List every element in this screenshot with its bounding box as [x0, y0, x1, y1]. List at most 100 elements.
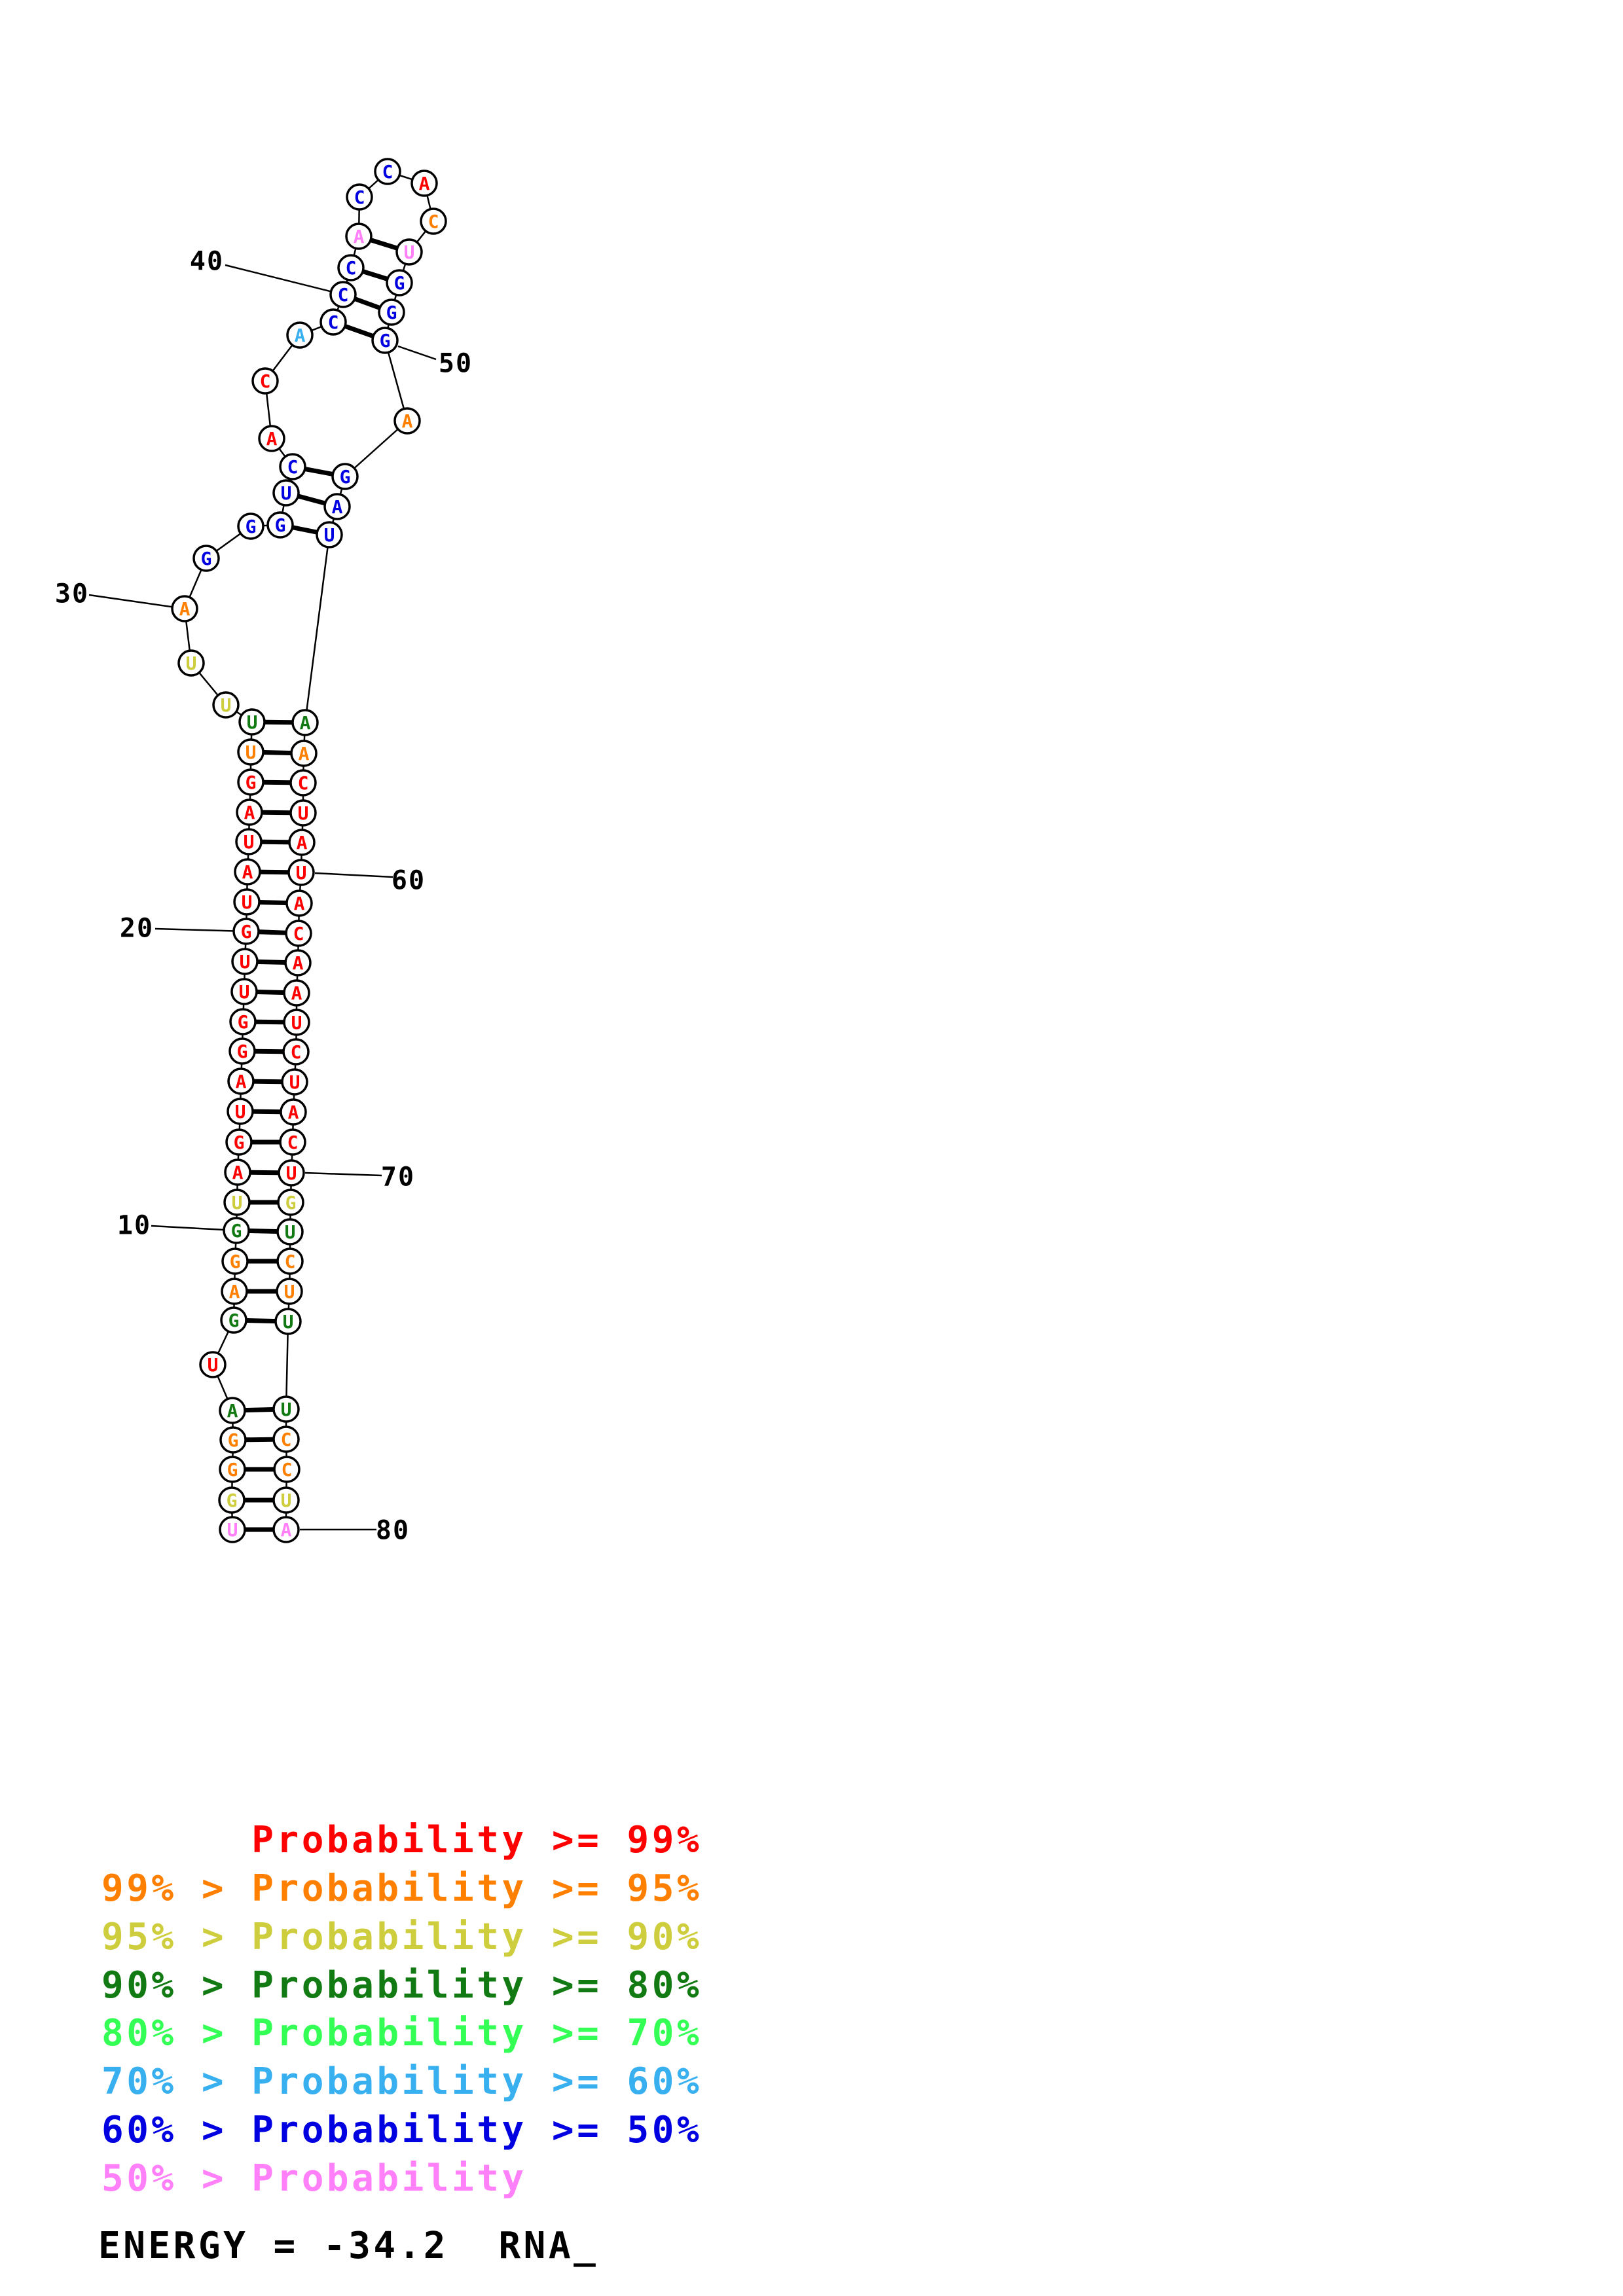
nucleotide-circle	[233, 888, 261, 916]
nucleotide-circle	[287, 859, 315, 886]
nucleotide-letter: U	[291, 1012, 302, 1033]
nucleotide-circle	[291, 709, 319, 736]
nucleotide-circle	[228, 1037, 256, 1065]
legend-row-70to80: 80% > Probability >= 70%	[101, 2012, 702, 2054]
label-leader-line	[151, 1225, 237, 1232]
nucleotide-circle	[284, 949, 312, 977]
nucleotide-letter: U	[186, 653, 197, 674]
nucleotide-circle	[410, 170, 438, 197]
nucleotide-letter: A	[291, 982, 302, 1004]
nucleotide-letter: G	[228, 1429, 239, 1451]
legend-row-50to60: 60% > Probability >= 50%	[101, 2109, 702, 2151]
nucleotide-circle	[272, 1426, 300, 1453]
nucleotide-circle	[289, 799, 317, 827]
nucleotide-circle	[276, 1247, 304, 1275]
nucleotide-circle	[237, 738, 264, 766]
nucleotide-circle	[371, 327, 399, 354]
nucleotide-circle	[279, 1128, 306, 1156]
nucleotide-circle	[280, 1098, 307, 1126]
legend-row-60to70: 70% > Probability >= 60%	[101, 2060, 702, 2103]
nucleotide-letter: A	[229, 1281, 240, 1302]
nucleotide-circle	[273, 1456, 301, 1483]
nucleotide-letter: G	[241, 921, 252, 942]
nucleotide-circle	[277, 1189, 304, 1216]
nucleotide-letter: A	[244, 802, 255, 823]
nucleotide-letter: C	[287, 1132, 299, 1153]
nucleotide-letter: U	[281, 1399, 292, 1420]
nucleotide-letter: U	[281, 1490, 292, 1511]
nucleotide-letter: G	[230, 1251, 241, 1272]
nucleotide-circle	[227, 1098, 254, 1125]
nucleotide-circle	[283, 1009, 310, 1036]
nucleotide-circle	[231, 948, 259, 975]
nucleotide-letter: U	[246, 742, 257, 763]
backbone-line	[304, 534, 331, 723]
nucleotide-letter: U	[247, 711, 258, 733]
nucleotide-circle	[386, 269, 413, 296]
position-label: 60	[392, 865, 426, 895]
nucleotide-circle	[223, 1189, 251, 1216]
nucleotide-circle	[290, 740, 318, 767]
nucleotide-letter: A	[179, 598, 191, 620]
nucleotide-circle	[236, 798, 263, 826]
nucleotide-circle	[192, 545, 220, 572]
nucleotide-letter: C	[346, 257, 357, 279]
nucleotide-letter: A	[266, 428, 278, 450]
nucleotide-letter: A	[236, 1071, 247, 1092]
nucleotide-circle	[177, 649, 205, 677]
nucleotide-letter: U	[221, 694, 232, 716]
nucleotide-circle	[221, 1247, 249, 1275]
nucleotide-circle	[276, 1218, 304, 1246]
nucleotide-letter: A	[299, 743, 310, 764]
nucleotide-letter: G	[227, 1490, 238, 1511]
nucleotide-letter: C	[282, 1459, 293, 1480]
nucleotide-letter: C	[291, 1041, 302, 1063]
nucleotide-letter: A	[294, 893, 305, 914]
nucleotide-circle	[288, 829, 316, 856]
nucleotide-letter: G	[246, 516, 257, 537]
nucleotide-letter: A	[232, 1162, 244, 1183]
nucleotide-circle	[374, 158, 401, 185]
nucleotide-circle	[316, 521, 343, 548]
legend-row-80to90: 90% > Probability >= 80%	[101, 1964, 702, 2007]
nucleotide-letter: G	[275, 514, 286, 536]
nucleotide-letter: G	[386, 302, 397, 323]
nucleotide-letter: U	[284, 1281, 295, 1302]
nucleotide-circle	[221, 1278, 248, 1305]
nucleotide-circle	[234, 858, 261, 886]
nucleotide-letter: G	[228, 1310, 240, 1331]
nucleotide-letter: U	[286, 1162, 297, 1184]
nucleotide-letter: A	[297, 832, 308, 853]
backbone-line	[384, 340, 409, 422]
nucleotide-letter: G	[380, 330, 391, 351]
nucleotide-letter: G	[234, 1132, 245, 1153]
nucleotide-circle	[238, 708, 266, 736]
nucleotide-letter: C	[382, 161, 393, 183]
nucleotide-letter: A	[227, 1400, 238, 1422]
nucleotide-letter: G	[201, 548, 212, 569]
label-leader-line	[397, 345, 437, 361]
nucleotide-letter: U	[281, 482, 292, 504]
nucleotide-letter: U	[298, 802, 309, 824]
nucleotide-letter: A	[295, 325, 306, 346]
nucleotide-letter: G	[227, 1459, 238, 1480]
nucleotide-letter: U	[404, 242, 415, 263]
nucleotide-circle	[283, 979, 310, 1007]
nucleotide-circle	[285, 889, 313, 917]
label-leader-line	[314, 872, 393, 878]
nucleotide-circle	[329, 281, 357, 308]
nucleotide-letter: U	[227, 1519, 238, 1541]
nucleotide-letter: U	[244, 831, 255, 853]
nucleotide-letter: G	[246, 772, 257, 793]
nucleotide-circle	[337, 254, 365, 281]
nucleotide-circle	[395, 238, 423, 266]
nucleotide-letter: G	[231, 1220, 242, 1242]
nucleotide-letter: G	[340, 466, 351, 488]
legend-row-lt50: 50% > Probability	[101, 2157, 527, 2200]
nucleotide-circle	[237, 768, 264, 796]
legend-row-ge99: Probability >= 99%	[101, 1819, 702, 1861]
nucleotide-letter: G	[237, 1041, 248, 1062]
nucleotide-letter: U	[289, 1071, 301, 1093]
nucleotide-letter: U	[242, 891, 253, 913]
